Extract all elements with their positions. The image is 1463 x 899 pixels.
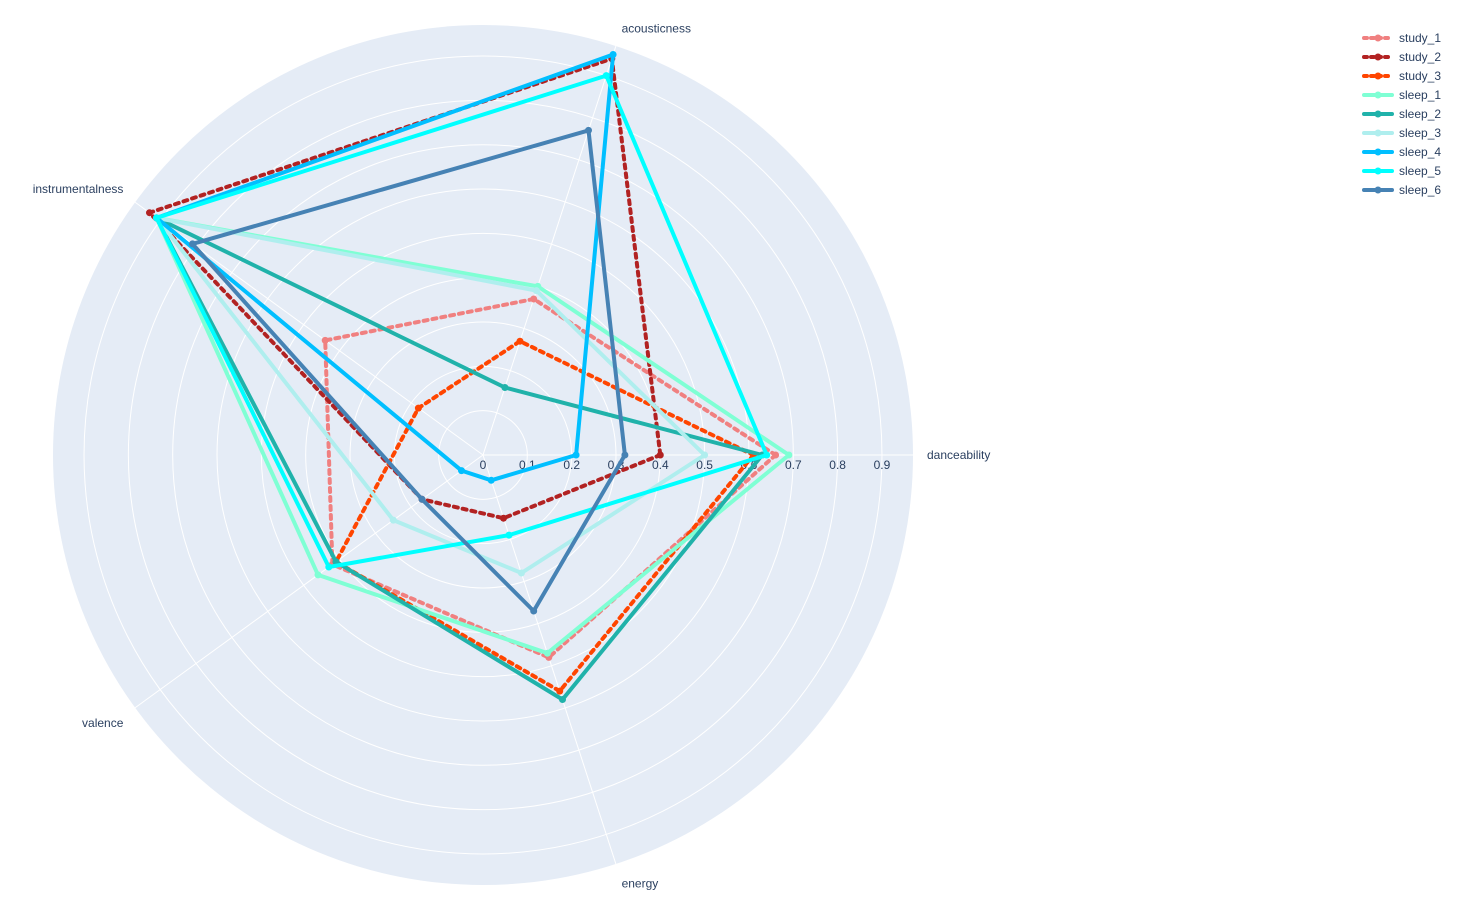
legend-swatch-marker [1374,91,1382,99]
legend-label: study_3 [1399,69,1441,83]
series-point-sleep_6-acousticness [585,126,592,134]
angular-axis-labels: danceability energy valence instrumentalnes… [33,22,991,891]
series-traces [146,51,793,703]
legend-item-study_1[interactable]: study_1 [1362,31,1441,45]
legend[interactable]: study_1 study_2 study_3 sleep_1 sleep_2sleep… [1362,31,1441,197]
series-point-sleep_2-energy [559,696,566,703]
series-point-study_3-instrumentalness [414,404,422,412]
legend-item-sleep_5[interactable]: sleep_5 [1362,164,1441,178]
legend-swatch-marker [1374,53,1382,61]
series-point-sleep_3-danceability [701,451,709,459]
axis-label-valence: valence [82,716,124,730]
legend-swatch-marker [1374,186,1382,194]
legend-item-sleep_4[interactable]: sleep_4 [1362,145,1441,159]
series-line-sleep_4 [154,52,616,483]
legend-label: sleep_5 [1399,164,1441,178]
legend-label: study_1 [1399,31,1441,45]
series-line-sleep_5 [154,73,769,569]
series-point-study_3-energy [556,687,564,695]
series-point-study_1-danceability [772,451,780,459]
series-point-sleep_5-acousticness [602,72,610,80]
axis-label-acousticness: acousticness [622,22,691,36]
legend-label: sleep_3 [1399,126,1441,140]
series-sleep_2 [153,214,766,703]
legend-label: sleep_6 [1399,183,1441,197]
series-line-sleep_1 [154,215,791,656]
legend-swatch-marker [1374,148,1382,156]
series-point-sleep_1-danceability [785,451,793,459]
series-point-study_3-acousticness [516,337,524,345]
series-point-study_2-instrumentalness [146,209,153,217]
legend-swatch-marker [1374,167,1382,175]
series-point-study_1-acousticness [530,295,538,303]
legend-item-study_3[interactable]: study_3 [1362,69,1441,83]
series-point-sleep_4-energy [487,476,495,484]
legend-label: sleep_1 [1399,88,1441,102]
legend-item-sleep_3[interactable]: sleep_3 [1362,126,1441,140]
series-point-sleep_4-acousticness [609,51,617,58]
series-point-sleep_5-valence [325,563,333,571]
legend-label: study_2 [1399,50,1441,64]
series-line-sleep_3 [154,215,707,575]
legend-swatch-marker [1374,34,1382,42]
radial-tick-label: 0.2 [563,458,580,472]
radial-tick-label: 0.4 [652,458,669,472]
series-point-sleep_1-valence [314,571,322,579]
series-point-sleep_4-danceability [572,451,580,459]
series-point-sleep_6-valence [418,495,426,503]
series-point-sleep_6-danceability [621,451,629,459]
series-point-sleep_5-danceability [763,451,771,459]
legend-item-sleep_1[interactable]: sleep_1 [1362,88,1441,102]
radial-tick-label: 0.7 [785,458,802,472]
series-point-study_2-energy [500,514,507,522]
series-point-sleep_5-instrumentalness [153,214,161,222]
radial-tick-label: 0 [480,458,487,472]
legend-swatch-marker [1374,72,1382,80]
series-point-sleep_3-energy [517,569,525,577]
radial-tick-label: 0.9 [874,458,891,472]
series-study_3 [332,337,757,695]
series-point-sleep_6-energy [530,607,538,615]
axis-label-danceability: danceability [927,448,990,462]
legend-item-sleep_2[interactable]: sleep_2 [1362,107,1441,121]
series-line-sleep_6 [190,128,627,613]
radial-tick-label: 0.5 [696,458,713,472]
series-sleep_6 [189,126,629,615]
legend-swatch-marker [1374,110,1382,118]
series-point-sleep_2-acousticness [501,384,509,391]
legend-item-study_2[interactable]: study_2 [1362,50,1441,64]
series-line-study_2 [147,56,663,521]
series-point-study_1-instrumentalness [321,336,329,344]
series-point-sleep_5-energy [505,531,513,539]
axis-label-instrumentalness: instrumentalness [33,182,124,196]
spoke-valence [134,454,484,709]
legend-item-sleep_6[interactable]: sleep_6 [1362,183,1441,197]
series-point-sleep_3-valence [389,516,397,524]
legend-label: sleep_2 [1399,107,1441,121]
series-line-sleep_2 [154,215,765,702]
series-point-sleep_1-energy [543,649,551,657]
series-point-study_2-danceability [656,451,664,459]
series-point-sleep_4-valence [458,467,465,475]
axis-label-energy: energy [622,876,659,890]
series-point-sleep_3-acousticness [532,287,540,295]
series-line-study_3 [334,339,756,694]
series-point-sleep_6-instrumentalness [189,240,196,248]
series-sleep_5 [153,72,771,571]
radial-tick-label: 0.8 [829,458,846,472]
legend-swatch-marker [1374,129,1382,137]
legend-label: sleep_4 [1399,145,1441,159]
